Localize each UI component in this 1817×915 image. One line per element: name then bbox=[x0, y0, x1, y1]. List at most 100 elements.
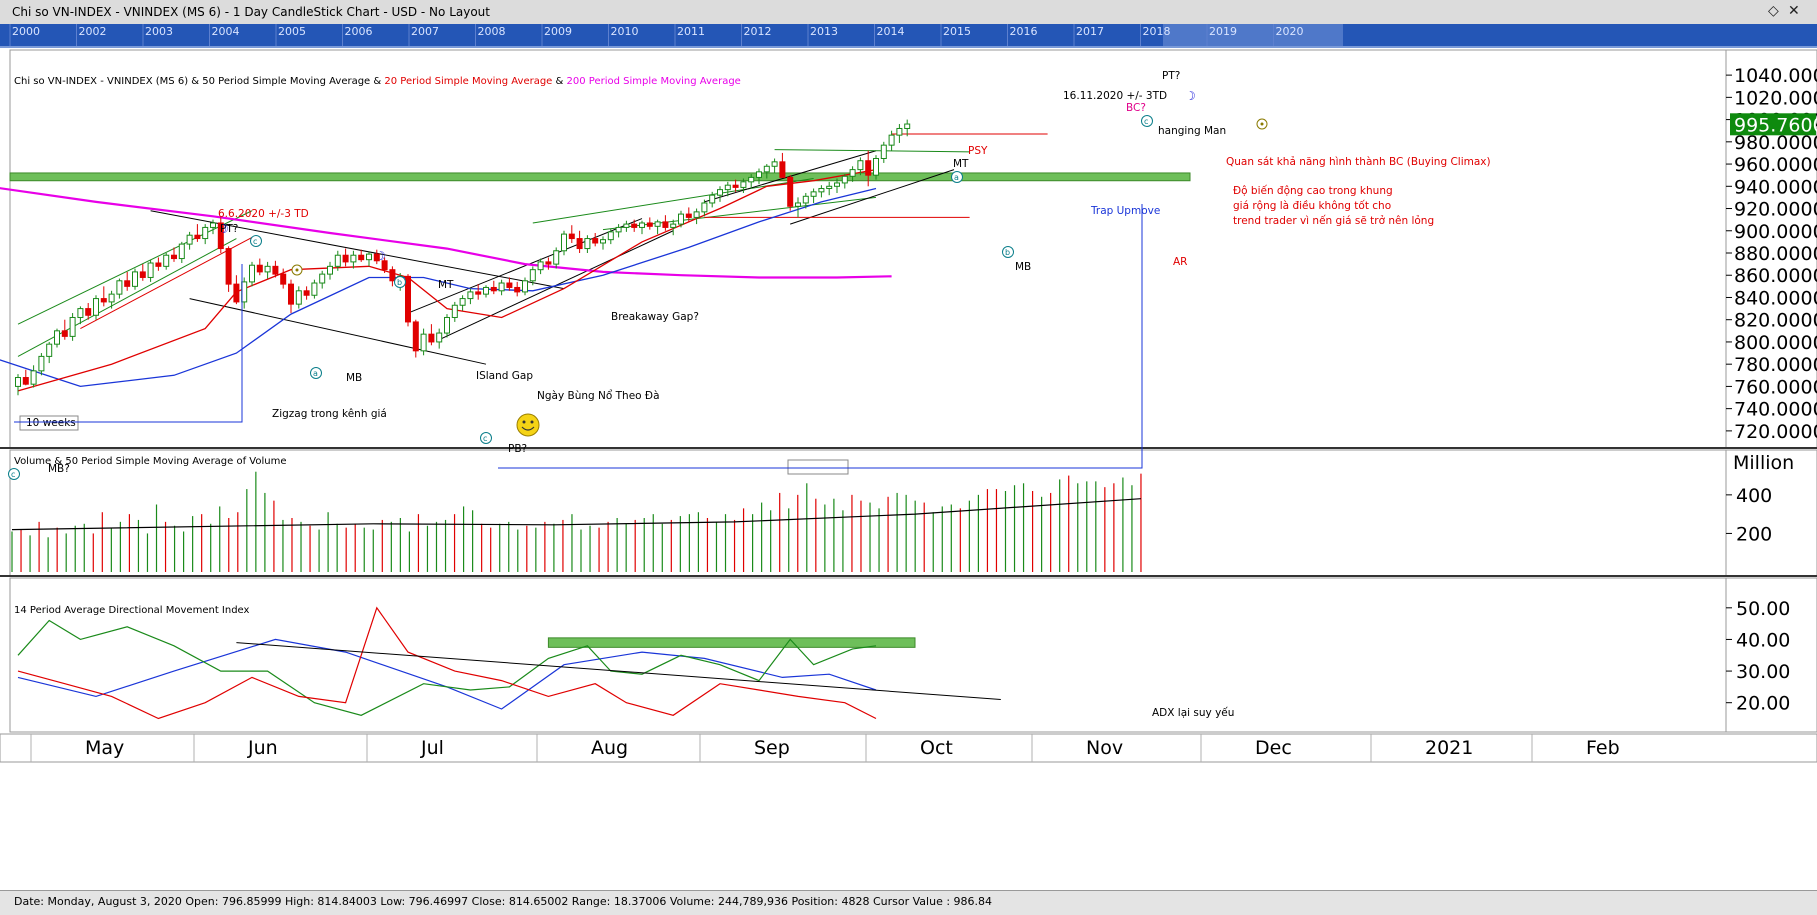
overview-year-label: 2000 bbox=[12, 25, 40, 38]
overview-year-label: 2017 bbox=[1076, 25, 1104, 38]
trend-line bbox=[774, 149, 970, 153]
candle-body bbox=[171, 254, 177, 260]
sma200-line bbox=[0, 187, 892, 279]
chart-annotation: ISland Gap bbox=[476, 370, 533, 382]
candle-body bbox=[717, 189, 723, 196]
smiley-eye bbox=[530, 420, 534, 424]
candle-body bbox=[787, 176, 794, 207]
chart-canvas[interactable]: 2000 2002 2003 2004 2005 2006 2007 2008 2009 2010… bbox=[0, 24, 1817, 890]
candle-body bbox=[30, 370, 37, 385]
last-price-tag bbox=[1730, 113, 1816, 136]
overview-year-label: 2018 bbox=[1143, 25, 1171, 38]
restore-icon[interactable]: ◇ bbox=[1768, 3, 1779, 19]
candle-body bbox=[444, 316, 450, 334]
month-label: Dec bbox=[1255, 737, 1292, 759]
month-label: Aug bbox=[591, 737, 628, 759]
moon-icon: ☽ bbox=[218, 222, 229, 236]
status-bar: Date: Monday, August 3, 2020 Open: 796.8… bbox=[0, 890, 1817, 915]
chart-annotation: Ngày Bùng Nổ Theo Đà bbox=[537, 389, 660, 402]
adx-note: ADX lại suy yếu bbox=[1152, 707, 1234, 719]
month-label: Feb bbox=[1586, 737, 1620, 759]
price-y-tick-label: 900.0000 bbox=[1734, 221, 1817, 243]
candle-body bbox=[514, 286, 521, 293]
chart-annotation: PT? bbox=[1162, 70, 1180, 82]
candle-body bbox=[303, 290, 310, 296]
wave-marker-label: c bbox=[253, 237, 257, 246]
candle-body bbox=[100, 298, 107, 303]
candle-body bbox=[155, 262, 162, 267]
overview-year-label: 2004 bbox=[212, 25, 240, 38]
candle-body bbox=[38, 355, 45, 372]
adx-panel bbox=[9, 577, 1727, 733]
candle-body bbox=[490, 286, 497, 292]
candle-body bbox=[272, 265, 279, 275]
candle-body bbox=[139, 271, 146, 278]
overview-year-label: 2015 bbox=[943, 25, 971, 38]
wave-marker-label: c bbox=[483, 434, 487, 443]
volume-chart-title: Volume & 50 Period Simple Moving Average… bbox=[14, 456, 287, 467]
candle-body bbox=[857, 160, 864, 171]
measure-line-17w bbox=[498, 204, 1143, 469]
candle-body bbox=[358, 254, 365, 261]
candle-body bbox=[178, 243, 185, 260]
candle-body bbox=[194, 234, 201, 240]
trend-line bbox=[80, 236, 253, 330]
candle-body bbox=[662, 221, 669, 228]
chart-annotation: Trap Upmove bbox=[1090, 205, 1160, 217]
close-icon[interactable]: ✕ bbox=[1788, 3, 1800, 19]
candle-body bbox=[366, 253, 372, 261]
measure-line-10w bbox=[14, 264, 243, 423]
overview-year-label: 2007 bbox=[411, 25, 439, 38]
price-y-tick-label: 780.0000 bbox=[1734, 354, 1817, 376]
label-box bbox=[19, 415, 79, 431]
candle-body bbox=[740, 181, 747, 188]
candle-body bbox=[732, 184, 739, 188]
candle-body bbox=[646, 222, 653, 227]
month-label: Jul bbox=[420, 737, 444, 759]
trend-line bbox=[790, 169, 955, 225]
candle-body bbox=[61, 330, 68, 337]
candle-body bbox=[748, 176, 755, 183]
candle-body bbox=[888, 134, 895, 146]
candle-body bbox=[631, 223, 638, 228]
wave-marker bbox=[951, 171, 963, 183]
candle-body bbox=[849, 169, 856, 177]
chart-annotation: Breakaway Gap? bbox=[611, 311, 699, 323]
label-box bbox=[787, 459, 849, 475]
volume-sma-line bbox=[11, 498, 1142, 531]
candle-body bbox=[498, 282, 505, 292]
candle-body bbox=[537, 261, 544, 271]
wave-marker-label: a bbox=[954, 173, 959, 182]
chart-annotation: Quan sát khả năng hình thành BC (Buying … bbox=[1226, 156, 1491, 168]
price-y-tick-label: 1040.0000 bbox=[1734, 65, 1817, 87]
chart-annotation: giá rộng là điều không tốt cho bbox=[1233, 200, 1391, 212]
price-y-tick-label: 980.0000 bbox=[1734, 132, 1817, 154]
candle-body bbox=[818, 188, 825, 193]
adx-y-tick-label: 50.00 bbox=[1736, 598, 1790, 620]
price-panel bbox=[9, 49, 1727, 449]
candle-body bbox=[561, 233, 567, 252]
candle-body bbox=[295, 290, 302, 305]
chart-annotation: PT? bbox=[220, 223, 238, 235]
candle-body bbox=[654, 221, 661, 227]
candle-body bbox=[483, 286, 489, 295]
dmi-minus-line bbox=[17, 606, 877, 720]
candle-body bbox=[841, 175, 848, 184]
candle-body bbox=[709, 194, 716, 204]
candle-body bbox=[256, 264, 263, 273]
candle-body bbox=[381, 260, 388, 271]
overview-year-label: 2013 bbox=[810, 25, 838, 38]
chart-annotation: PB? bbox=[508, 443, 527, 455]
candle-body bbox=[186, 234, 193, 245]
overview-year-label: 2019 bbox=[1209, 25, 1237, 38]
chart-annotation: PSY bbox=[968, 145, 988, 157]
sma20-line bbox=[17, 168, 877, 392]
candle-body bbox=[865, 160, 872, 176]
price-y-tick-label: 820.0000 bbox=[1734, 310, 1817, 332]
candle-body bbox=[826, 185, 833, 190]
sma50-line bbox=[0, 187, 877, 388]
overview-year-label: 2002 bbox=[79, 25, 107, 38]
chart-annotation: trend trader vì nến giá sẽ trở nên lỏng bbox=[1233, 215, 1434, 227]
volume-y-tick-label: 200 bbox=[1736, 523, 1772, 545]
candle-body bbox=[615, 226, 622, 233]
